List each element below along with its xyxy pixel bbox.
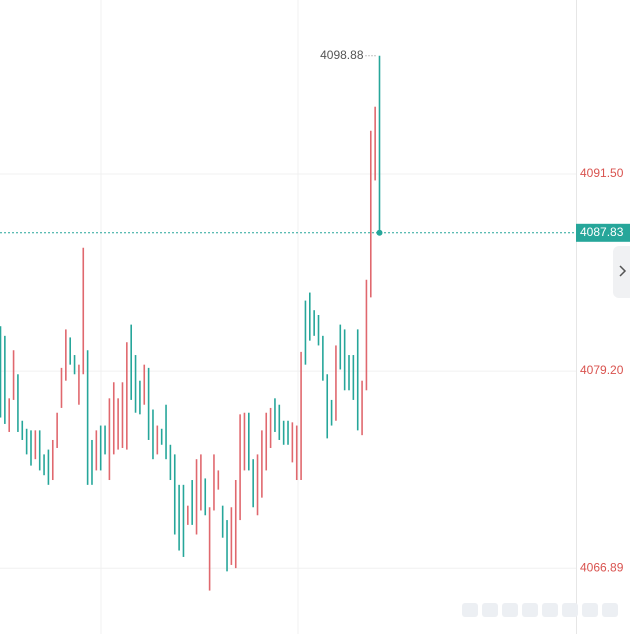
last-price-label: 4087.83	[580, 225, 624, 239]
chevron-icon[interactable]	[619, 265, 627, 277]
y-tick-label: 4066.89	[580, 560, 624, 574]
watermark	[462, 603, 618, 617]
high-label: 4098.88	[320, 48, 364, 62]
scroll-button[interactable]	[613, 246, 630, 298]
y-tick-label: 4079.20	[580, 363, 624, 377]
last-price-dot	[376, 229, 383, 236]
scroll-button-bg[interactable]	[613, 246, 630, 298]
y-tick-label: 4091.50	[580, 166, 624, 180]
last-price-tag	[576, 223, 630, 242]
